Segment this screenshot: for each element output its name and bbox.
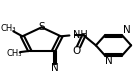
Text: N: N: [123, 25, 131, 35]
Text: CH₃: CH₃: [6, 49, 22, 58]
Text: S: S: [38, 22, 45, 32]
Text: NH: NH: [73, 30, 87, 40]
Text: N: N: [105, 56, 113, 66]
Text: N: N: [51, 64, 59, 74]
Text: O: O: [72, 46, 81, 56]
Text: CH₃: CH₃: [0, 24, 16, 33]
